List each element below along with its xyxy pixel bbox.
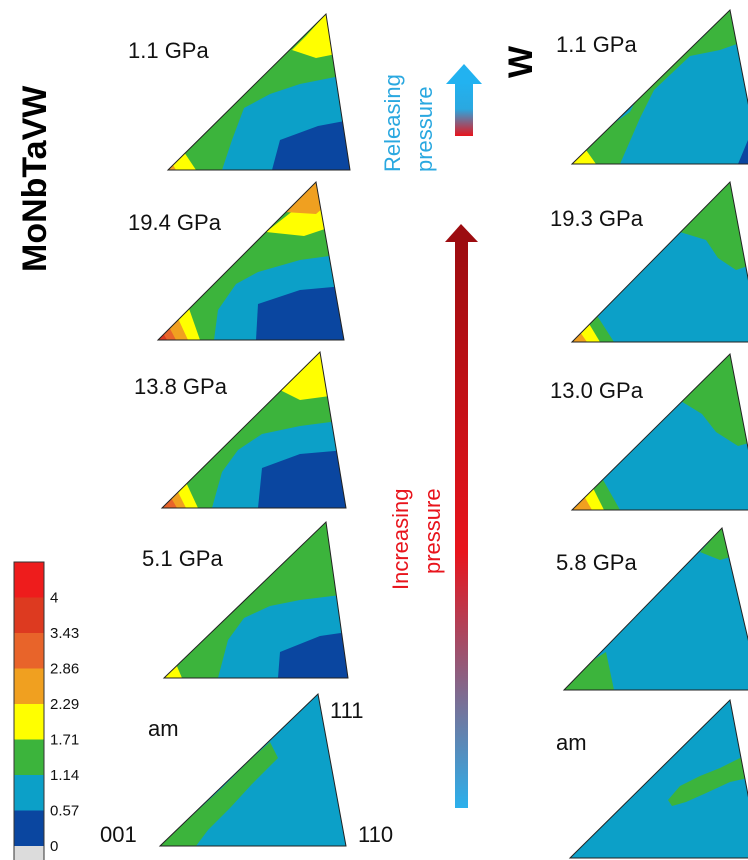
colorbar: 4 3.43 2.86 2.29 1.71 1.14 0.57 0 (13, 561, 79, 860)
colorbar-tick-label: 2.29 (50, 696, 79, 713)
colorbar-tick-label: 4 (50, 590, 58, 607)
corner-label-001: 001 (100, 822, 137, 847)
colorbar-swatch (14, 810, 44, 846)
colorbar-swatch (14, 704, 44, 740)
pressure-label-left-3: 13.8 GPa (134, 374, 228, 399)
pole-figure-left-4 (162, 520, 349, 679)
corner-label-111: 111 (330, 698, 363, 723)
colorbar-swatch (14, 562, 44, 598)
pressure-label-left-4: 5.1 GPa (142, 546, 223, 571)
colorbar-swatch (14, 633, 44, 669)
material-label-right: W (502, 45, 540, 78)
colorbar-swatch (14, 739, 44, 775)
pole-figure-left-2 (156, 180, 345, 341)
colorbar-swatch (14, 846, 44, 860)
pressure-label-right-2: 19.3 GPa (550, 206, 644, 231)
pole-figure-left-5 (158, 692, 347, 847)
pressure-label-left-2: 19.4 GPa (128, 210, 222, 235)
colorbar-tick-label: 0 (50, 838, 58, 855)
material-label-left: MoNbTaVW (16, 85, 54, 272)
colorbar-tick-label: 1.14 (50, 767, 79, 784)
colorbar-tick-label: 3.43 (50, 625, 79, 642)
colorbar-swatch (14, 668, 44, 704)
pole-figure-left-3 (160, 350, 347, 509)
pressure-label-right-4: 5.8 GPa (556, 550, 637, 575)
colorbar-frame (13, 561, 45, 860)
pressure-label-left-1: 1.1 GPa (128, 38, 209, 63)
release-arrow (446, 64, 482, 136)
pressure-label-right-1: 1.1 GPa (556, 32, 637, 57)
pressure-label-left-5: am (148, 716, 179, 741)
increase-arrow (445, 224, 478, 808)
colorbar-swatch (14, 597, 44, 633)
pressure-label-right-5: am (556, 730, 587, 755)
release-label-line1: Releasing (380, 74, 405, 172)
colorbar-tick-label: 2.86 (50, 661, 79, 678)
release-label-line2: pressure (412, 86, 437, 172)
corner-label-110: 110 (358, 822, 393, 847)
increase-label-line1: Increasing (388, 488, 413, 590)
pressure-label-right-3: 13.0 GPa (550, 378, 644, 403)
pole-figure-right-5 (568, 698, 748, 859)
pole-figure-right-1 (570, 8, 748, 165)
colorbar-swatch (14, 775, 44, 811)
increase-label-line2: pressure (420, 488, 445, 574)
colorbar-tick-label: 0.57 (50, 803, 79, 820)
colorbar-tick-label: 1.71 (50, 732, 79, 749)
